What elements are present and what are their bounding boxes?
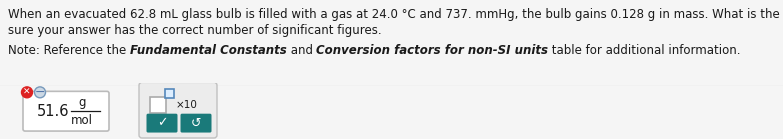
- Circle shape: [21, 87, 33, 98]
- FancyBboxPatch shape: [181, 114, 211, 133]
- FancyBboxPatch shape: [139, 82, 217, 138]
- Text: When an evacuated 62.8 mL glass bulb is filled with a gas at 24.0 °C and 737. mm: When an evacuated 62.8 mL glass bulb is …: [8, 8, 783, 21]
- Text: ↺: ↺: [191, 117, 201, 130]
- Text: Conversion factors for non-SI units: Conversion factors for non-SI units: [316, 44, 549, 57]
- FancyBboxPatch shape: [23, 91, 109, 131]
- Text: Fundamental Constants: Fundamental Constants: [130, 44, 287, 57]
- FancyBboxPatch shape: [165, 89, 174, 98]
- Text: 51.6: 51.6: [37, 104, 69, 119]
- FancyBboxPatch shape: [150, 97, 166, 113]
- Circle shape: [34, 87, 45, 98]
- Text: and: and: [287, 44, 316, 57]
- Text: Note: Reference the: Note: Reference the: [8, 44, 130, 57]
- Text: g: g: [78, 96, 86, 109]
- Text: sure your answer has the correct number of significant figures.: sure your answer has the correct number …: [8, 24, 381, 37]
- Text: ×10: ×10: [176, 100, 198, 110]
- FancyBboxPatch shape: [146, 114, 178, 133]
- Text: ✕: ✕: [23, 88, 31, 97]
- Text: ✓: ✓: [157, 117, 168, 130]
- Text: mol: mol: [71, 114, 93, 127]
- Text: table for additional information.: table for additional information.: [549, 44, 741, 57]
- Text: −: −: [34, 86, 45, 99]
